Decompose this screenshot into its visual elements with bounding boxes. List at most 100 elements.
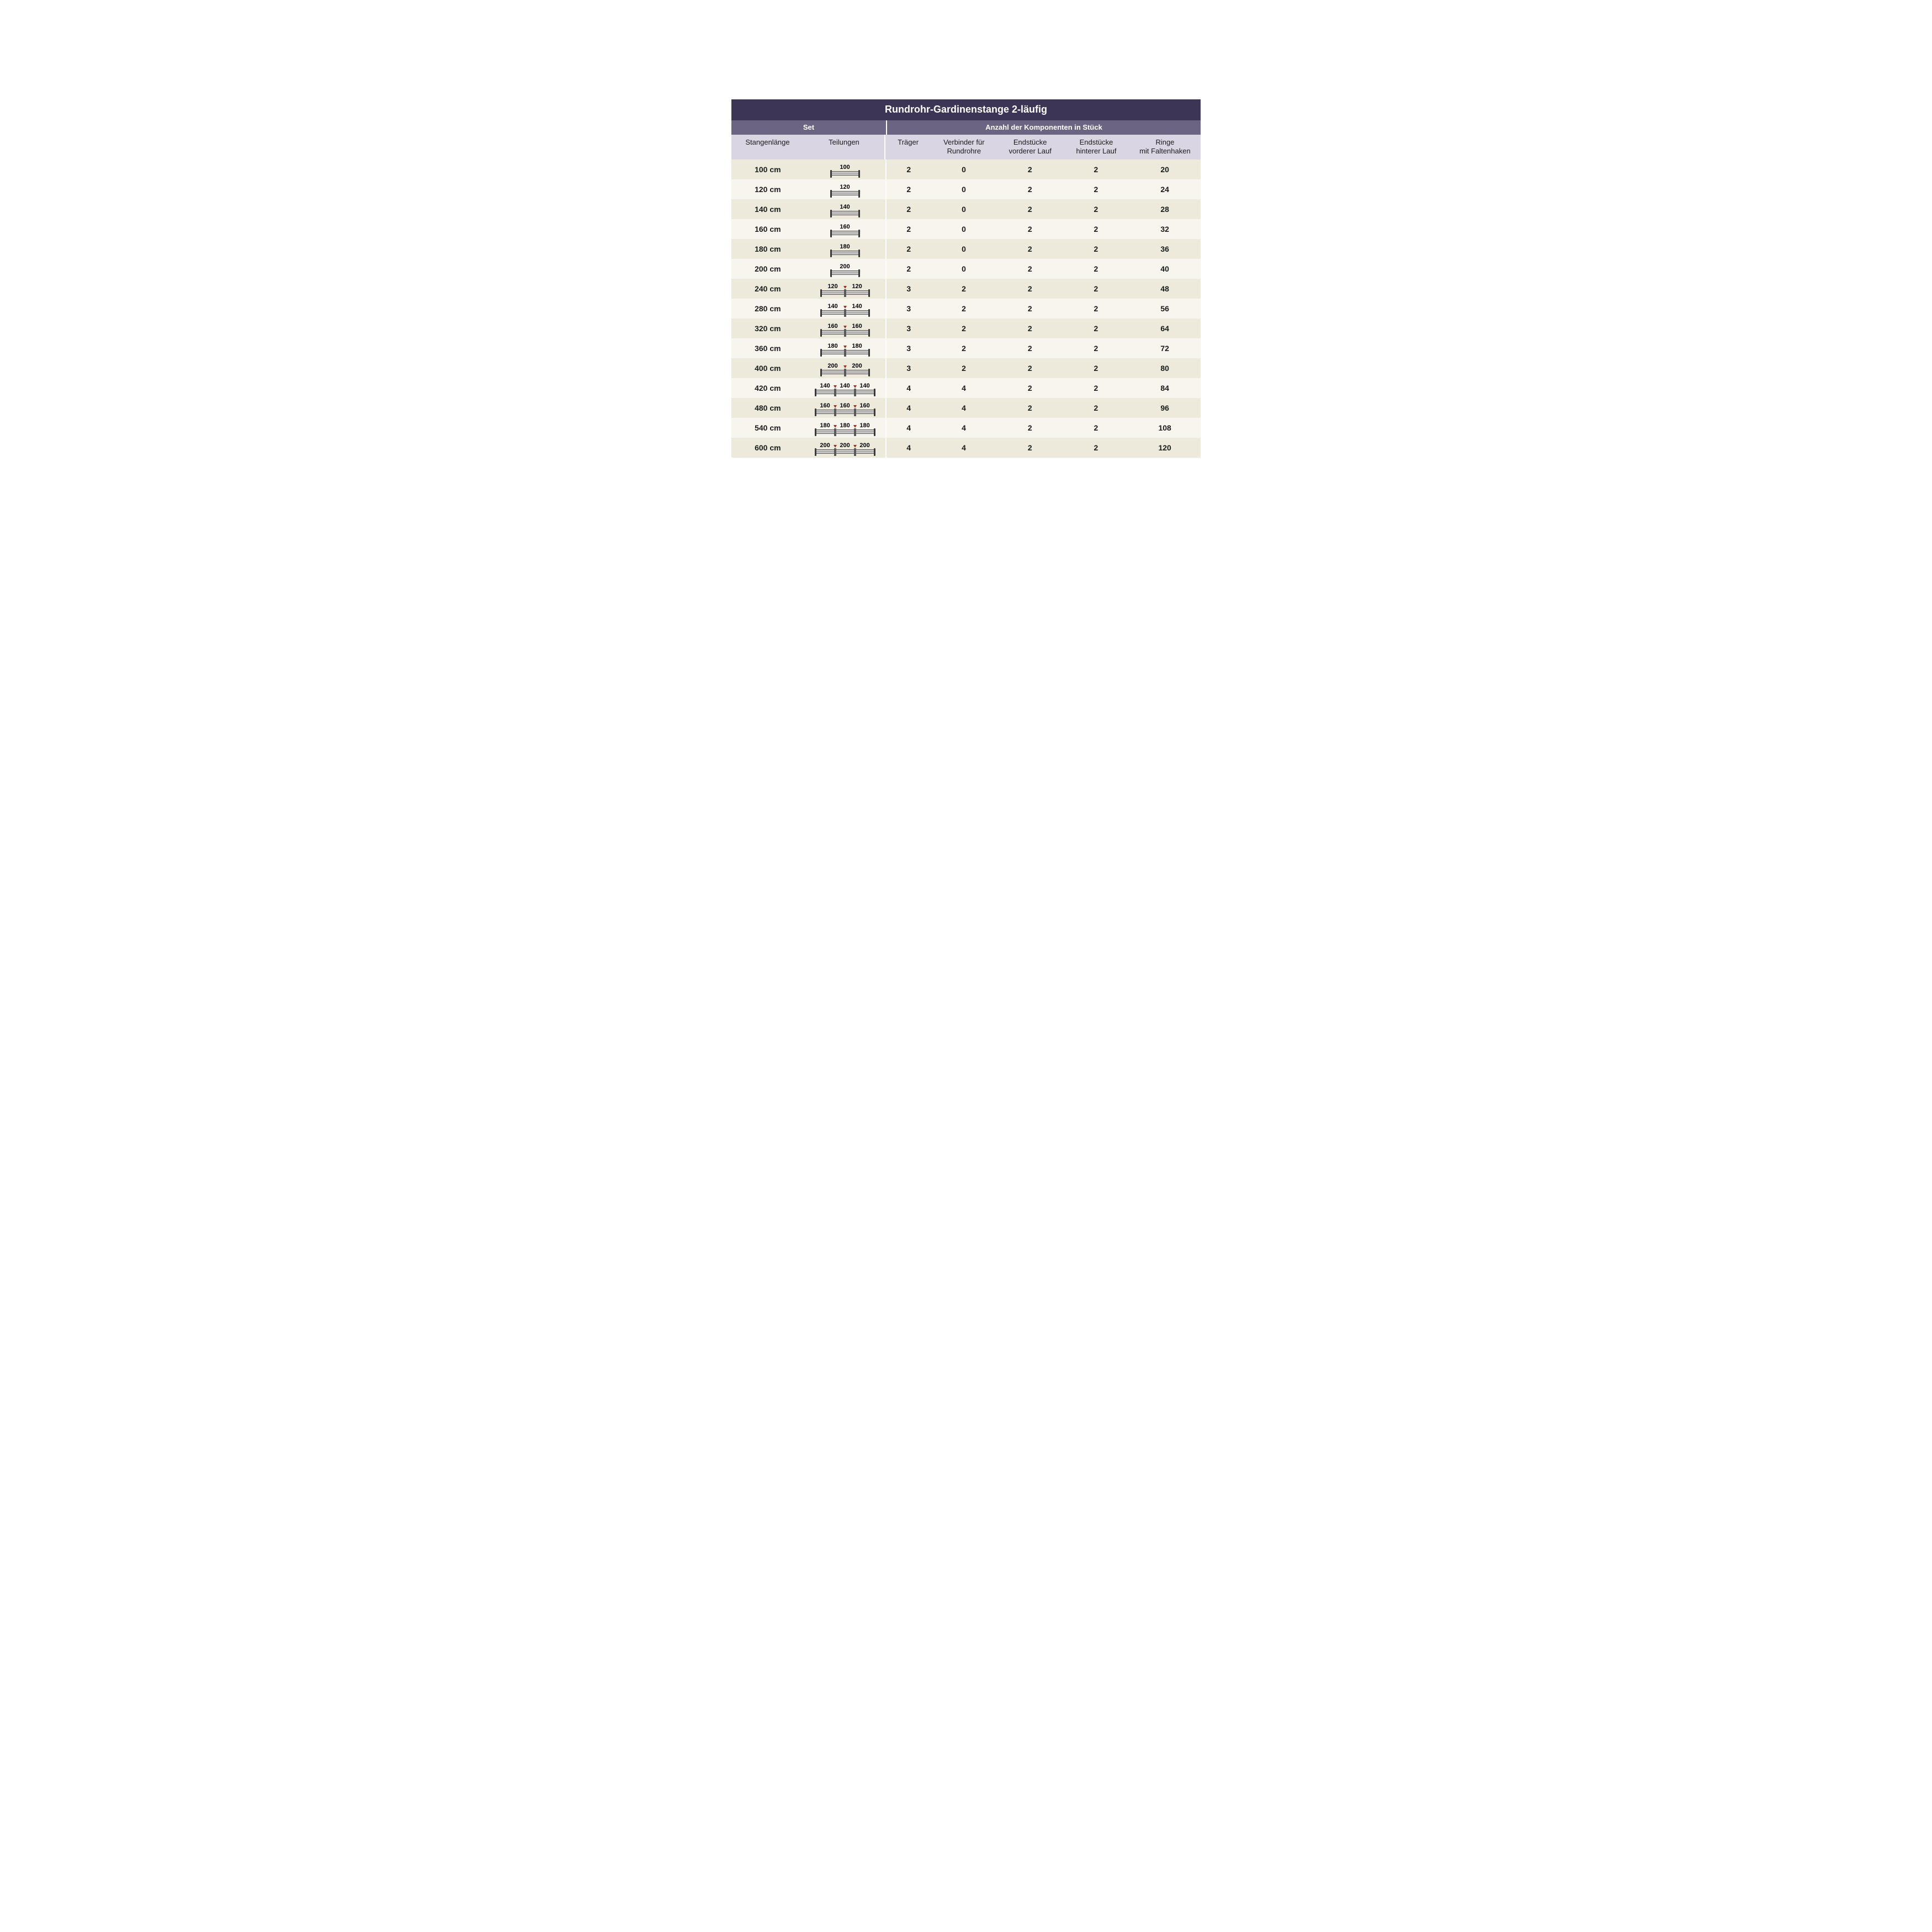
cell-ringe: 108 [1129,418,1201,438]
cell-endstuecke-vorn: 2 [997,199,1063,219]
cell-endstuecke-vorn: 2 [997,279,1063,299]
cell-endstuecke-hinten: 2 [1063,319,1129,338]
segment-label: 180 [859,422,869,429]
teilungen-diagram-icon: 180 [830,243,860,255]
segment-label: 180 [840,422,850,429]
cell-endstuecke-vorn: 2 [997,299,1063,319]
segment-label: 120 [852,283,862,290]
cell-traeger: 4 [887,398,931,418]
cell-teilungen: 200200200 [804,438,887,458]
cell-teilungen: 140140 [804,299,887,319]
cell-ringe: 48 [1129,279,1201,299]
table-row: 240 cm120120322248 [731,279,1201,299]
cell-traeger: 3 [887,319,931,338]
header-endstuecke-vorn: Endstückevorderer Lauf [997,135,1063,160]
cell-endstuecke-vorn: 2 [997,338,1063,358]
cell-traeger: 2 [887,160,931,179]
cell-traeger: 3 [887,299,931,319]
cell-stangenlaenge: 280 cm [731,299,804,319]
cell-verbinder: 4 [931,418,997,438]
cell-traeger: 2 [887,199,931,219]
cell-endstuecke-vorn: 2 [997,378,1063,398]
cell-stangenlaenge: 360 cm [731,338,804,358]
cell-teilungen: 120 [804,179,887,199]
cell-traeger: 2 [887,179,931,199]
segment-label: 160 [852,323,862,330]
segment-label: 200 [840,263,850,270]
cell-verbinder: 4 [931,398,997,418]
cell-ringe: 80 [1129,358,1201,378]
cell-teilungen: 140140140 [804,378,887,398]
table-row: 200 cm200202240 [731,259,1201,279]
teilungen-diagram-icon: 100 [830,163,860,176]
cell-endstuecke-hinten: 2 [1063,179,1129,199]
cell-verbinder: 0 [931,160,997,179]
cell-verbinder: 0 [931,179,997,199]
segment-label: 200 [840,442,850,449]
column-header-row: Stangenlänge Teilungen Träger Verbinder … [731,135,1201,160]
teilungen-diagram-icon: 160160 [820,322,870,335]
table-title: Rundrohr-Gardinenstange 2-läufig [731,99,1201,120]
teilungen-diagram-icon: 120 [830,183,860,195]
table-row: 120 cm120202224 [731,179,1201,199]
segment-label: 160 [820,402,830,409]
cell-teilungen: 140 [804,199,887,219]
column-group-row: Set Anzahl der Komponenten in Stück [731,120,1201,135]
cell-endstuecke-hinten: 2 [1063,378,1129,398]
cell-endstuecke-hinten: 2 [1063,299,1129,319]
cell-stangenlaenge: 180 cm [731,239,804,259]
cell-endstuecke-hinten: 2 [1063,338,1129,358]
cell-stangenlaenge: 120 cm [731,179,804,199]
cell-endstuecke-vorn: 2 [997,418,1063,438]
cell-stangenlaenge: 480 cm [731,398,804,418]
group-components: Anzahl der Komponenten in Stück [887,120,1201,135]
segment-label: 200 [820,442,830,449]
cell-endstuecke-hinten: 2 [1063,398,1129,418]
cell-stangenlaenge: 320 cm [731,319,804,338]
cell-traeger: 3 [887,279,931,299]
cell-endstuecke-vorn: 2 [997,259,1063,279]
cell-teilungen: 180 [804,239,887,259]
segment-label: 160 [859,402,869,409]
header-endstuecke-hinten: Endstückehinterer Lauf [1063,135,1129,160]
table-row: 540 cm1801801804422108 [731,418,1201,438]
cell-endstuecke-vorn: 2 [997,358,1063,378]
header-teilungen: Teilungen [804,135,885,160]
table-row: 420 cm140140140442284 [731,378,1201,398]
cell-verbinder: 0 [931,239,997,259]
cell-verbinder: 0 [931,219,997,239]
cell-traeger: 3 [887,338,931,358]
segment-label: 120 [840,184,850,190]
segment-label: 200 [827,363,837,369]
teilungen-diagram-icon: 140140140 [815,382,875,394]
cell-verbinder: 0 [931,259,997,279]
component-table: Rundrohr-Gardinenstange 2-läufig Set Anz… [731,99,1201,458]
cell-endstuecke-hinten: 2 [1063,438,1129,458]
segment-label: 180 [820,422,830,429]
segment-label: 180 [852,343,862,349]
cell-ringe: 36 [1129,239,1201,259]
cell-ringe: 20 [1129,160,1201,179]
cell-ringe: 64 [1129,319,1201,338]
cell-teilungen: 160 [804,219,887,239]
segment-label: 140 [840,204,850,210]
cell-ringe: 56 [1129,299,1201,319]
cell-endstuecke-hinten: 2 [1063,160,1129,179]
segment-label: 140 [852,303,862,310]
cell-traeger: 4 [887,418,931,438]
cell-stangenlaenge: 140 cm [731,199,804,219]
cell-endstuecke-vorn: 2 [997,319,1063,338]
table-row: 360 cm180180322272 [731,338,1201,358]
cell-endstuecke-hinten: 2 [1063,418,1129,438]
cell-traeger: 2 [887,259,931,279]
cell-stangenlaenge: 200 cm [731,259,804,279]
cell-teilungen: 120120 [804,279,887,299]
cell-traeger: 2 [887,219,931,239]
cell-verbinder: 2 [931,279,997,299]
cell-endstuecke-vorn: 2 [997,438,1063,458]
cell-ringe: 24 [1129,179,1201,199]
cell-ringe: 96 [1129,398,1201,418]
cell-endstuecke-vorn: 2 [997,219,1063,239]
teilungen-diagram-icon: 140140 [820,302,870,315]
header-traeger: Träger [885,135,931,160]
